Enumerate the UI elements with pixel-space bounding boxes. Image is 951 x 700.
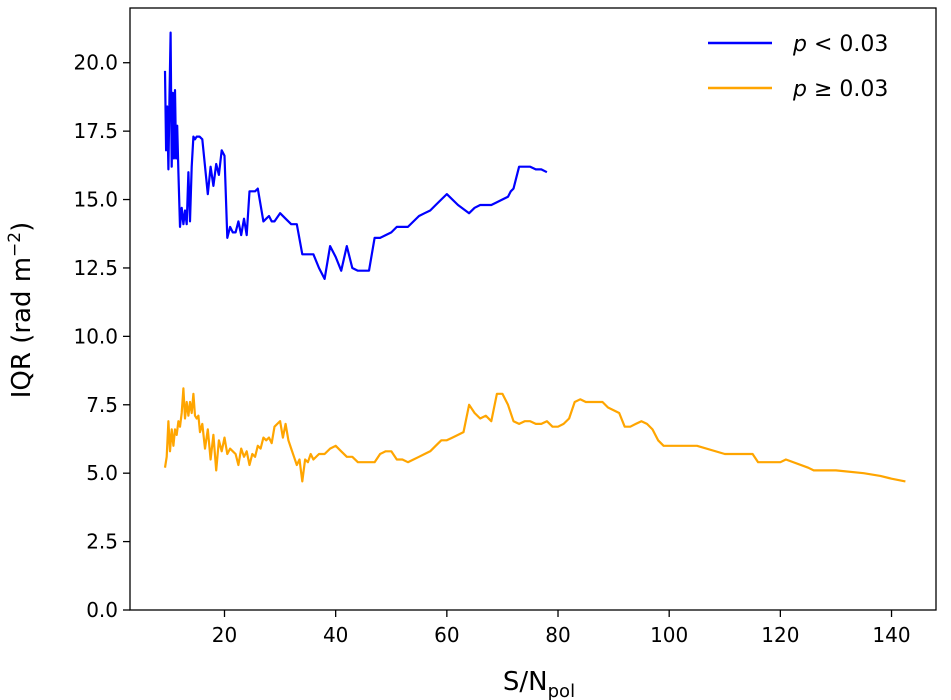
legend-label-rest: < 0.03 [807, 32, 888, 57]
x-tick-label: 100 [650, 623, 688, 647]
legend: p < 0.03 p ≥ 0.03 [708, 32, 888, 102]
x-tick-label: 120 [761, 623, 799, 647]
series-line-p-ge-003 [163, 387, 906, 483]
x-axis-title-sub: pol [548, 681, 575, 700]
y-axis-title-main: IQR (rad m [7, 257, 37, 398]
y-axis-title: IQR (rad m−2) [5, 222, 37, 399]
y-tick-label: 20.0 [73, 51, 118, 75]
series-group [163, 31, 906, 483]
y-tick-label: 12.5 [73, 256, 118, 280]
x-tick-label: 40 [323, 623, 348, 647]
x-tick-label: 60 [434, 623, 459, 647]
legend-label-rest: ≥ 0.03 [807, 77, 888, 102]
x-axis-title-main: S/N [503, 667, 548, 697]
legend-label-p-ge-003: p ≥ 0.03 [792, 77, 888, 102]
y-tick-label: 0.0 [86, 598, 118, 622]
y-axis-title-close: ) [7, 222, 37, 232]
y-tick-label: 7.5 [86, 393, 118, 417]
y-axis-title-sup: −2 [5, 232, 25, 257]
y-tick-label: 15.0 [73, 188, 118, 212]
x-tick-label: 20 [212, 623, 237, 647]
legend-label-p-lt-003: p < 0.03 [792, 32, 888, 57]
y-tick-label: 5.0 [86, 461, 118, 485]
series-line-p-lt-003 [163, 31, 548, 280]
x-axis-title: S/Npol [503, 667, 575, 700]
y-tick-label: 2.5 [86, 530, 118, 554]
y-tick-label: 10.0 [73, 324, 118, 348]
legend-label-var: p [792, 32, 807, 57]
plot-frame [129, 7, 937, 611]
x-tick-label: 80 [545, 623, 570, 647]
x-tick-label: 140 [872, 623, 910, 647]
axis-ticks: 20 40 60 80 100 120 140 0.0 2.5 5.0 7.5 10.0 12.5 15.… [73, 51, 910, 647]
legend-label-var: p [792, 77, 807, 102]
y-tick-label: 17.5 [73, 119, 118, 143]
